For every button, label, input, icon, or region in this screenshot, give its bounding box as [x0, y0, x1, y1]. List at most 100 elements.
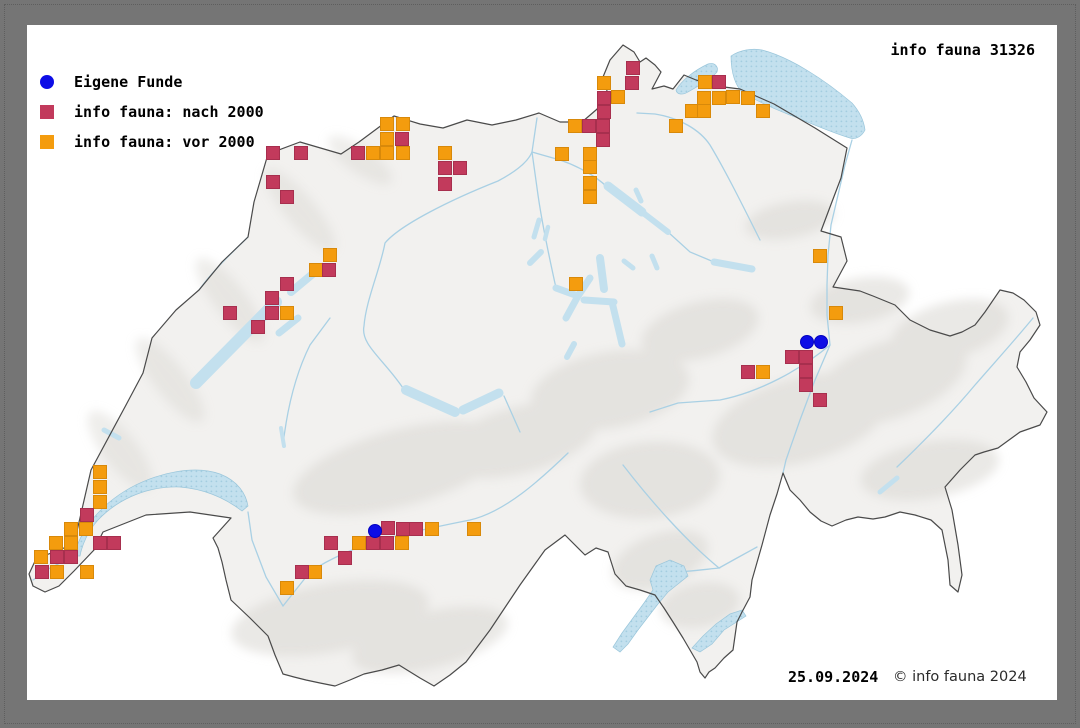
- marker-vor-2000: [597, 76, 611, 90]
- marker-nach-2000: [338, 551, 352, 565]
- marker-vor-2000: [583, 176, 597, 190]
- lake-sempach: [527, 249, 544, 266]
- lake-lucerne: [552, 274, 626, 348]
- legend: Eigene Funde info fauna: nach 2000 info …: [33, 67, 264, 157]
- marker-vor-2000: [50, 565, 64, 579]
- marker-nach-2000: [265, 291, 279, 305]
- marker-vor-2000: [829, 306, 843, 320]
- lake-greifen: [633, 187, 644, 204]
- marker-nach-2000: [64, 550, 78, 564]
- lake-thun: [401, 385, 460, 417]
- footer-copyright: © info fauna 2024: [893, 669, 1027, 685]
- marker-vor-2000: [741, 91, 755, 105]
- marker-nach-2000: [626, 61, 640, 75]
- marker-vor-2000: [380, 132, 394, 146]
- marker-nach-2000: [596, 119, 610, 133]
- marker-vor-2000: [395, 536, 409, 550]
- legend-item-nach-2000: info fauna: nach 2000: [33, 97, 264, 127]
- marker-nach-2000: [107, 536, 121, 550]
- lake-baldegg: [542, 224, 551, 242]
- marker-vor-2000: [280, 581, 294, 595]
- marker-nach-2000: [799, 378, 813, 392]
- lakes: [73, 48, 900, 653]
- marker-nach-2000: [597, 105, 611, 119]
- lake-zug: [596, 254, 608, 293]
- marker-nach-2000: [294, 146, 308, 160]
- lake-brienz: [458, 388, 504, 415]
- marker-vor-2000: [438, 146, 452, 160]
- marker-vor-2000: [669, 119, 683, 133]
- legend-label-eigene-funde: Eigene Funde: [74, 73, 183, 91]
- marker-vor-2000: [467, 522, 481, 536]
- marker-vor-2000: [756, 365, 770, 379]
- marker-vor-2000: [309, 263, 323, 277]
- marker-nach-2000: [625, 76, 639, 90]
- marker-vor-2000: [698, 75, 712, 89]
- legend-item-vor-2000: info fauna: vor 2000: [33, 127, 264, 157]
- marker-vor-2000: [380, 117, 394, 131]
- marker-vor-2000: [380, 146, 394, 160]
- marker-nach-2000: [322, 263, 336, 277]
- marker-vor-2000: [93, 480, 107, 494]
- legend-label-vor-2000: info fauna: vor 2000: [74, 133, 255, 151]
- marker-vor-2000: [396, 117, 410, 131]
- marker-vor-2000: [64, 522, 78, 536]
- marker-vor-2000: [555, 147, 569, 161]
- lake-untersee: [675, 63, 718, 95]
- marker-nach-2000: [324, 536, 338, 550]
- nach-2000-square-icon: [39, 105, 54, 119]
- vor-2000-square-icon: [39, 135, 54, 149]
- marker-nach-2000: [438, 161, 452, 175]
- lake-murten: [275, 314, 302, 337]
- eigene-funde-circle-icon: [39, 75, 54, 89]
- marker-eigene-funde: [368, 524, 382, 538]
- marker-vor-2000: [396, 146, 410, 160]
- marker-nach-2000: [596, 133, 610, 147]
- marker-vor-2000: [712, 91, 726, 105]
- marker-nach-2000: [265, 306, 279, 320]
- marker-vor-2000: [583, 147, 597, 161]
- marker-vor-2000: [425, 522, 439, 536]
- marker-nach-2000: [266, 146, 280, 160]
- marker-vor-2000: [611, 90, 625, 104]
- map-page: Eigene Funde info fauna: nach 2000 info …: [27, 25, 1057, 700]
- marker-nach-2000: [799, 350, 813, 364]
- switzerland-map: [28, 44, 1048, 687]
- marker-vor-2000: [93, 495, 107, 509]
- marker-nach-2000: [93, 536, 107, 550]
- marker-eigene-funde: [814, 335, 828, 349]
- marker-vor-2000: [569, 277, 583, 291]
- lake-zurich: [603, 181, 647, 217]
- legend-label-nach-2000: info fauna: nach 2000: [74, 103, 264, 121]
- lake-sihl: [649, 253, 660, 271]
- marker-nach-2000: [582, 119, 596, 133]
- marker-vor-2000: [583, 190, 597, 204]
- marker-vor-2000: [697, 91, 711, 105]
- marker-nach-2000: [409, 522, 423, 536]
- lake-walen: [710, 258, 756, 273]
- marker-vor-2000: [80, 565, 94, 579]
- marker-vor-2000: [79, 522, 93, 536]
- marker-vor-2000: [568, 119, 582, 133]
- marker-nach-2000: [381, 521, 395, 535]
- lake-sarnen: [564, 341, 577, 360]
- marker-nach-2000: [223, 306, 237, 320]
- map-id-title: info fauna 31326: [890, 41, 1036, 59]
- marker-nach-2000: [80, 508, 94, 522]
- marker-vor-2000: [685, 104, 699, 118]
- marker-vor-2000: [280, 306, 294, 320]
- marker-nach-2000: [351, 146, 365, 160]
- marker-nach-2000: [785, 350, 799, 364]
- marker-nach-2000: [295, 565, 309, 579]
- marker-vor-2000: [323, 248, 337, 262]
- marker-nach-2000: [395, 132, 409, 146]
- marker-vor-2000: [34, 550, 48, 564]
- marker-nach-2000: [813, 393, 827, 407]
- marker-nach-2000: [266, 175, 280, 189]
- marker-vor-2000: [366, 146, 380, 160]
- marker-eigene-funde: [800, 335, 814, 349]
- marker-nach-2000: [280, 277, 294, 291]
- marker-nach-2000: [453, 161, 467, 175]
- lake-sils: [877, 475, 900, 495]
